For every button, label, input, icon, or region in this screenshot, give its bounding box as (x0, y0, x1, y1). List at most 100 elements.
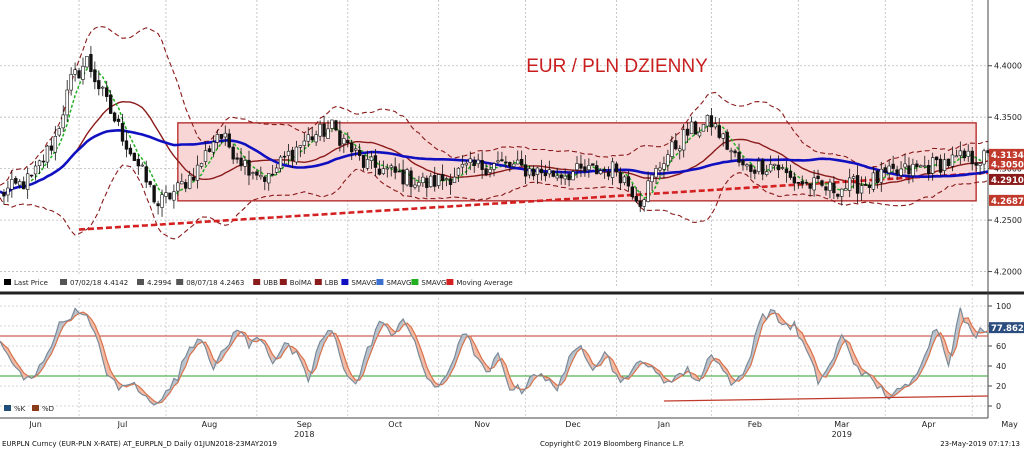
series-percent-d (0, 311, 989, 404)
stoch-fill (90, 318, 95, 333)
stoch-fill (616, 367, 621, 383)
candle-body (488, 169, 492, 173)
candle-body (219, 134, 223, 139)
stoch-fill (102, 345, 107, 375)
stoch-fill (584, 350, 589, 364)
candle-body (389, 165, 393, 168)
main-tick-label-y: 4.4000 (994, 62, 1022, 71)
candle-body (761, 159, 765, 175)
candle-body (101, 86, 105, 89)
legend-swatch (411, 279, 419, 285)
candle-body (808, 183, 812, 189)
stoch-fill (7, 348, 12, 363)
candle-body (365, 159, 370, 169)
candle-body (595, 165, 599, 175)
candle-body (401, 169, 405, 185)
candle-body (678, 148, 682, 152)
candle-body (571, 171, 575, 181)
candle-body (551, 170, 555, 177)
candle-body (330, 119, 334, 129)
stoch-fill (972, 326, 977, 338)
stoch-fill (806, 342, 811, 358)
grid-layer (0, 0, 988, 418)
candle-body (875, 170, 880, 184)
candle-body (235, 157, 239, 160)
candle-body (476, 159, 480, 165)
candle-body (2, 192, 6, 197)
candle-body (776, 164, 781, 171)
candle-body (247, 159, 251, 176)
chart-title: EUR / PLN DZIENNY (526, 56, 708, 77)
stoch-fill (754, 323, 759, 353)
candle-body (938, 158, 943, 173)
candle-body (124, 140, 129, 150)
stoch-legend-entry: %K (14, 405, 26, 413)
stoch-fill (818, 369, 823, 385)
candle-body (496, 160, 500, 163)
candle-body (539, 168, 544, 174)
stoch-fill (632, 363, 637, 375)
legend-entry: UBB (263, 279, 278, 287)
stoch-fill (418, 343, 423, 368)
candle-body (373, 155, 378, 168)
candle-body (606, 171, 611, 177)
candle-body (638, 200, 642, 207)
stoch-fill (529, 374, 534, 387)
candle-body (630, 186, 634, 198)
candle-body (33, 165, 38, 175)
candle-body (733, 150, 737, 154)
candle-body (440, 174, 445, 181)
candle-body (429, 175, 433, 187)
candle-body (832, 182, 836, 194)
candle-body (567, 174, 571, 181)
price-label-text: 4.2910 (991, 176, 1024, 186)
stoch-tick-label-y: 40 (996, 362, 1006, 371)
legend-layer: Last Price 07/02/18 4.4142 4.2994 08/07/18 … (0, 276, 600, 413)
stoch-fill (932, 329, 937, 345)
candle-body (820, 180, 824, 186)
candle-body (251, 172, 255, 174)
candle-body (381, 168, 386, 175)
candle-body (950, 154, 955, 167)
stoch-fill (612, 359, 617, 375)
candle-body (480, 160, 484, 170)
legend-entry: SMAVG (421, 279, 446, 287)
candle-body (65, 89, 69, 116)
x-year-label: 2018 (294, 430, 314, 439)
stoch-fill (316, 341, 321, 368)
candle-body (286, 150, 291, 156)
candle-body (583, 166, 587, 172)
series-moving-average (78, 171, 989, 231)
candle-body (535, 167, 540, 175)
candle-body (41, 160, 46, 163)
candle-body (271, 173, 275, 176)
candle-body (709, 115, 714, 128)
stoch-fill (956, 307, 961, 347)
stoch-value-text: 77.8622 (991, 324, 1024, 334)
candle-body (211, 141, 216, 153)
candle-body (156, 203, 160, 207)
candle-body (946, 158, 951, 167)
price-label-box (989, 148, 1024, 160)
candle-body (670, 141, 674, 157)
candle-body (923, 165, 927, 168)
candle-body (816, 175, 820, 179)
candle-body (911, 163, 915, 176)
stoch-fill (47, 346, 52, 360)
candle-body (57, 128, 61, 136)
candle-body (610, 161, 615, 178)
stoch-tick-label-y: 20 (996, 382, 1006, 391)
candle-body (859, 185, 864, 194)
candle-body (89, 54, 93, 72)
candle-body (654, 168, 658, 178)
stoch-fill (505, 364, 510, 391)
x-tick-label: Oct (388, 420, 402, 429)
candle-body (436, 174, 441, 186)
candle-body (500, 159, 504, 162)
stoch-fill (454, 343, 459, 367)
candle-body (836, 193, 840, 197)
candle-body (282, 155, 287, 158)
stoch-fill (55, 321, 60, 346)
stoch-fill (339, 342, 344, 370)
candle-body (658, 167, 662, 171)
